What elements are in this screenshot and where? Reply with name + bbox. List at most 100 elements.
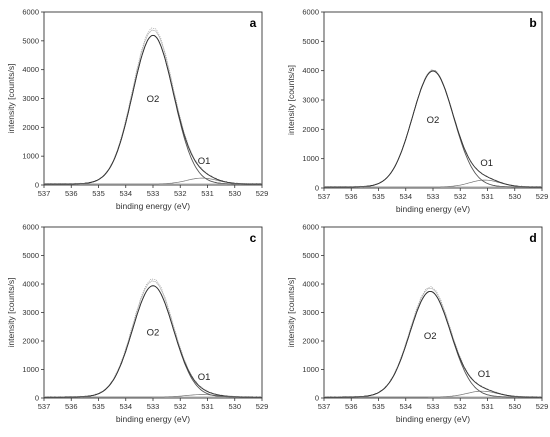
peak-label-o1: O1 — [198, 156, 211, 167]
y-axis-title: intensity [counts/s] — [6, 278, 16, 348]
plot-frame — [323, 11, 543, 189]
measured-curve-2 — [43, 29, 263, 185]
panel-letter: a — [250, 16, 257, 30]
chart-panel-c: 537 536 535 534 533 532 531 530 529 0 1000 2000 3000… — [6, 223, 268, 425]
y-tick-label: 0 — [315, 394, 319, 403]
y-tick-label: 5000 — [302, 251, 319, 260]
panel-letter: d — [529, 231, 536, 245]
y-axis-title: intensity [counts/s] — [286, 278, 296, 348]
x-axis-title: binding energy (eV) — [116, 414, 190, 424]
chart-panel-b: 537 536 535 534 533 532 531 530 529 0 1000 2000 3000… — [286, 8, 548, 215]
x-tick-label: 533 — [147, 402, 160, 411]
peak-label-o1: O1 — [480, 158, 493, 169]
x-tick-label: 534 — [119, 402, 132, 411]
o2-component-curve — [324, 70, 542, 188]
x-axis-title: binding energy (eV) — [116, 201, 190, 211]
o2-component-curve — [44, 34, 262, 185]
measured-curve — [43, 27, 263, 185]
plot-frame — [323, 226, 543, 399]
x-tick-label: 529 — [256, 402, 269, 411]
x-tick-label: 531 — [201, 189, 214, 198]
x-tick-label: 530 — [508, 402, 521, 411]
x-tick-label: 532 — [454, 192, 467, 201]
x-tick-label: 535 — [372, 192, 385, 201]
y-tick-label: 6000 — [302, 8, 319, 17]
y-tick-label: 3000 — [302, 308, 319, 317]
fit-envelope-curve — [44, 34, 262, 185]
x-tick-label: 537 — [38, 189, 51, 198]
measured-curve-2 — [323, 287, 543, 398]
plot-frame — [43, 226, 263, 399]
y-tick-label: 4000 — [302, 66, 319, 75]
x-tick-label: 536 — [345, 402, 358, 411]
x-tick-label: 531 — [201, 402, 214, 411]
peak-label-o2: O2 — [424, 331, 437, 342]
panel-letter: b — [529, 16, 536, 30]
x-axis-title: binding energy (eV) — [396, 414, 470, 424]
y-tick-label: 2000 — [22, 337, 39, 346]
peak-label-o1: O1 — [478, 369, 491, 380]
y-tick-label: 6000 — [302, 223, 319, 232]
y-tick-label: 4000 — [22, 280, 39, 289]
x-tick-label: 535 — [92, 189, 105, 198]
measured-curve-2 — [323, 69, 543, 188]
x-tick-label: 536 — [65, 402, 78, 411]
x-tick-label: 537 — [318, 402, 331, 411]
y-tick-label: 6000 — [22, 8, 39, 17]
x-tick-label: 534 — [399, 402, 412, 411]
measured-curve-2 — [43, 280, 263, 398]
y-tick-label: 0 — [315, 184, 319, 193]
x-tick-label: 531 — [481, 402, 494, 411]
x-tick-label: 529 — [536, 402, 549, 411]
chart-panel-a: 537 536 535 534 533 532 531 530 529 0 1000 2000 3000… — [6, 8, 268, 212]
x-tick-label: 533 — [427, 192, 440, 201]
x-tick-label: 529 — [536, 192, 549, 201]
fit-envelope-curve — [324, 290, 542, 398]
x-tick-label: 535 — [372, 402, 385, 411]
y-axis-title: intensity [counts/s] — [286, 65, 296, 135]
y-tick-label: 5000 — [22, 36, 39, 45]
y-tick-label: 5000 — [22, 251, 39, 260]
x-tick-label: 536 — [345, 192, 358, 201]
y-tick-label: 0 — [35, 394, 39, 403]
fit-envelope-curve — [324, 70, 542, 188]
x-tick-label: 531 — [481, 192, 494, 201]
y-axis-title: intensity [counts/s] — [6, 64, 16, 134]
chart-panel-d: 537 536 535 534 533 532 531 530 529 0 1000 2000 3000… — [286, 223, 548, 425]
y-tick-label: 6000 — [22, 223, 39, 232]
x-tick-label: 532 — [174, 402, 187, 411]
y-tick-label: 3000 — [22, 308, 39, 317]
x-tick-label: 533 — [147, 189, 160, 198]
x-tick-label: 534 — [399, 192, 412, 201]
panel-letter: c — [250, 231, 257, 245]
x-tick-label: 536 — [65, 189, 78, 198]
x-tick-label: 534 — [119, 189, 132, 198]
x-tick-label: 537 — [38, 402, 51, 411]
y-tick-label: 1000 — [302, 154, 319, 163]
peak-label-o1: O1 — [198, 372, 211, 383]
fit-envelope-curve — [44, 285, 262, 398]
y-tick-label: 0 — [35, 181, 39, 190]
y-tick-label: 1000 — [22, 152, 39, 161]
y-tick-label: 2000 — [302, 125, 319, 134]
x-tick-label: 529 — [256, 189, 269, 198]
y-tick-label: 3000 — [302, 96, 319, 105]
y-tick-label: 3000 — [22, 94, 39, 103]
o1-component-curve — [324, 179, 542, 188]
measured-curve — [323, 69, 543, 188]
y-tick-label: 2000 — [22, 123, 39, 132]
peak-label-o2: O2 — [147, 94, 160, 105]
x-tick-label: 535 — [92, 402, 105, 411]
x-tick-label: 532 — [454, 402, 467, 411]
x-tick-label: 532 — [174, 189, 187, 198]
peak-label-o2: O2 — [427, 115, 440, 126]
x-tick-label: 530 — [228, 402, 241, 411]
y-tick-label: 4000 — [22, 65, 39, 74]
o2-component-curve — [324, 290, 542, 398]
x-tick-label: 530 — [508, 192, 521, 201]
y-tick-label: 1000 — [302, 365, 319, 374]
measured-curve — [323, 286, 543, 398]
x-tick-label: 537 — [318, 192, 331, 201]
y-tick-label: 1000 — [22, 365, 39, 374]
